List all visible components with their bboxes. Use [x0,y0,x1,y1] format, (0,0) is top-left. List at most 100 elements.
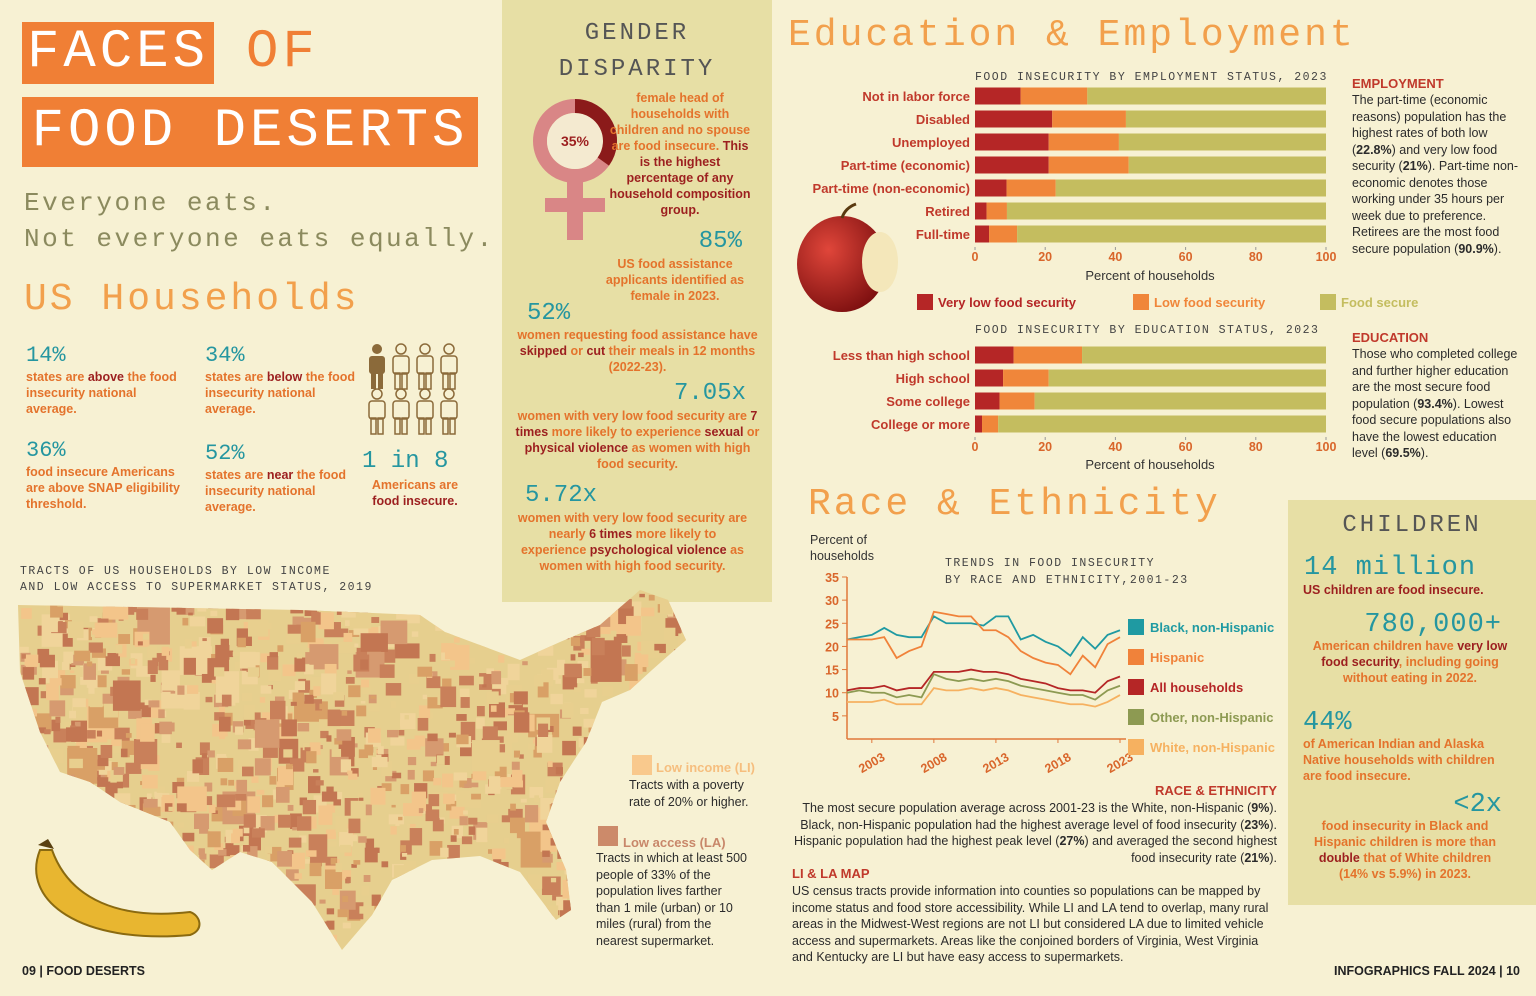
line [846,668,1121,694]
map-tract [292,598,299,606]
map-tract [163,940,180,950]
map-tract [306,751,317,764]
map-tract [304,947,316,950]
stat-text: American children have very low food sec… [1310,638,1510,686]
map-tract [547,932,562,947]
map-tract [328,949,341,950]
map-tract [128,815,136,821]
map-tract [641,590,646,596]
map-tract [25,784,40,801]
map-tract [227,875,236,887]
bar-segment [975,346,1014,364]
map-tract [267,655,279,670]
map-tract [537,682,549,698]
bar-segment [975,202,987,220]
map-tract [53,728,67,743]
map-tract [510,603,524,621]
map-tract [398,590,403,592]
map-tract [556,659,566,671]
map-tract [40,907,49,914]
bar-segment [975,133,1049,151]
map-tract [422,694,428,700]
map-tract [417,590,429,600]
category-label: High school [896,371,970,386]
map-tract [469,799,482,808]
text-part: double [1318,851,1360,865]
legend-label: Hispanic [1150,650,1204,665]
map-tract [96,836,105,845]
map-tract [49,700,66,717]
map-tract [244,884,256,899]
map-tract [400,840,412,855]
map-tract [69,758,83,769]
donut-arc [574,99,617,166]
map-tract [548,931,559,938]
map-tract [562,846,573,858]
map-tract [86,661,93,667]
map-tract [70,670,75,674]
map-tract [578,845,592,855]
map-tract [550,606,559,612]
x-tick-label: 40 [1108,250,1122,264]
map-tract [18,778,30,788]
chart-title: BY RACE AND ETHNICITY,2001-23 [945,574,1189,587]
map-tract [342,895,349,903]
map-tract [264,860,269,865]
map-tract [200,898,213,911]
stat-text: food insecurity in Black and Hispanic ch… [1305,818,1505,882]
map-tract [229,845,240,855]
map-tract [360,700,366,704]
map-tract [582,606,592,615]
map-tract [545,777,565,793]
map-tract [612,785,620,790]
map-tract [199,853,207,860]
map-tract [490,705,497,712]
y-tick-label: 5 [832,710,839,724]
map-tract [280,914,293,925]
map-tract [75,780,82,785]
map-tract [61,662,70,670]
map-tract [341,597,356,618]
map-tract [123,604,135,615]
text-part: 22.8% [1356,142,1392,157]
x-tick-label: 0 [972,440,979,454]
legend-label: Low income (LI) [656,760,755,775]
y-tick-label: 10 [825,687,839,701]
map-tract [617,741,628,756]
map-tract [35,767,45,776]
map-tract [313,686,321,697]
map-tract [538,723,549,738]
map-tract [540,669,554,687]
map-tract [56,780,64,789]
map-tract [561,625,576,636]
map-tract [581,768,606,801]
map-tract [450,590,459,601]
map-tract [659,683,674,698]
map-tract [157,938,163,942]
map-tract [518,883,524,890]
legend-swatch [917,294,933,310]
stat-value: 14 million [1304,553,1477,583]
map-tract [186,878,202,891]
map-tract [578,652,584,658]
y-tick-label: 25 [825,617,839,631]
map-tract [120,748,128,758]
map-tract [482,684,487,688]
map-tract [181,850,186,854]
map-tract [659,680,666,688]
map-tract [610,630,617,637]
map-tract [576,816,587,823]
map-tract [62,633,73,647]
map-tract [273,876,287,891]
map-tract [154,791,163,797]
map-tract [561,796,575,811]
map-tract [31,903,44,916]
map-tract [269,776,277,785]
map-tract [641,640,655,655]
map-tract [508,808,523,819]
map-tract [569,766,582,783]
map-tract [359,947,368,950]
map-tract [534,622,546,634]
map-tract [433,777,442,786]
map-tract [391,804,396,808]
